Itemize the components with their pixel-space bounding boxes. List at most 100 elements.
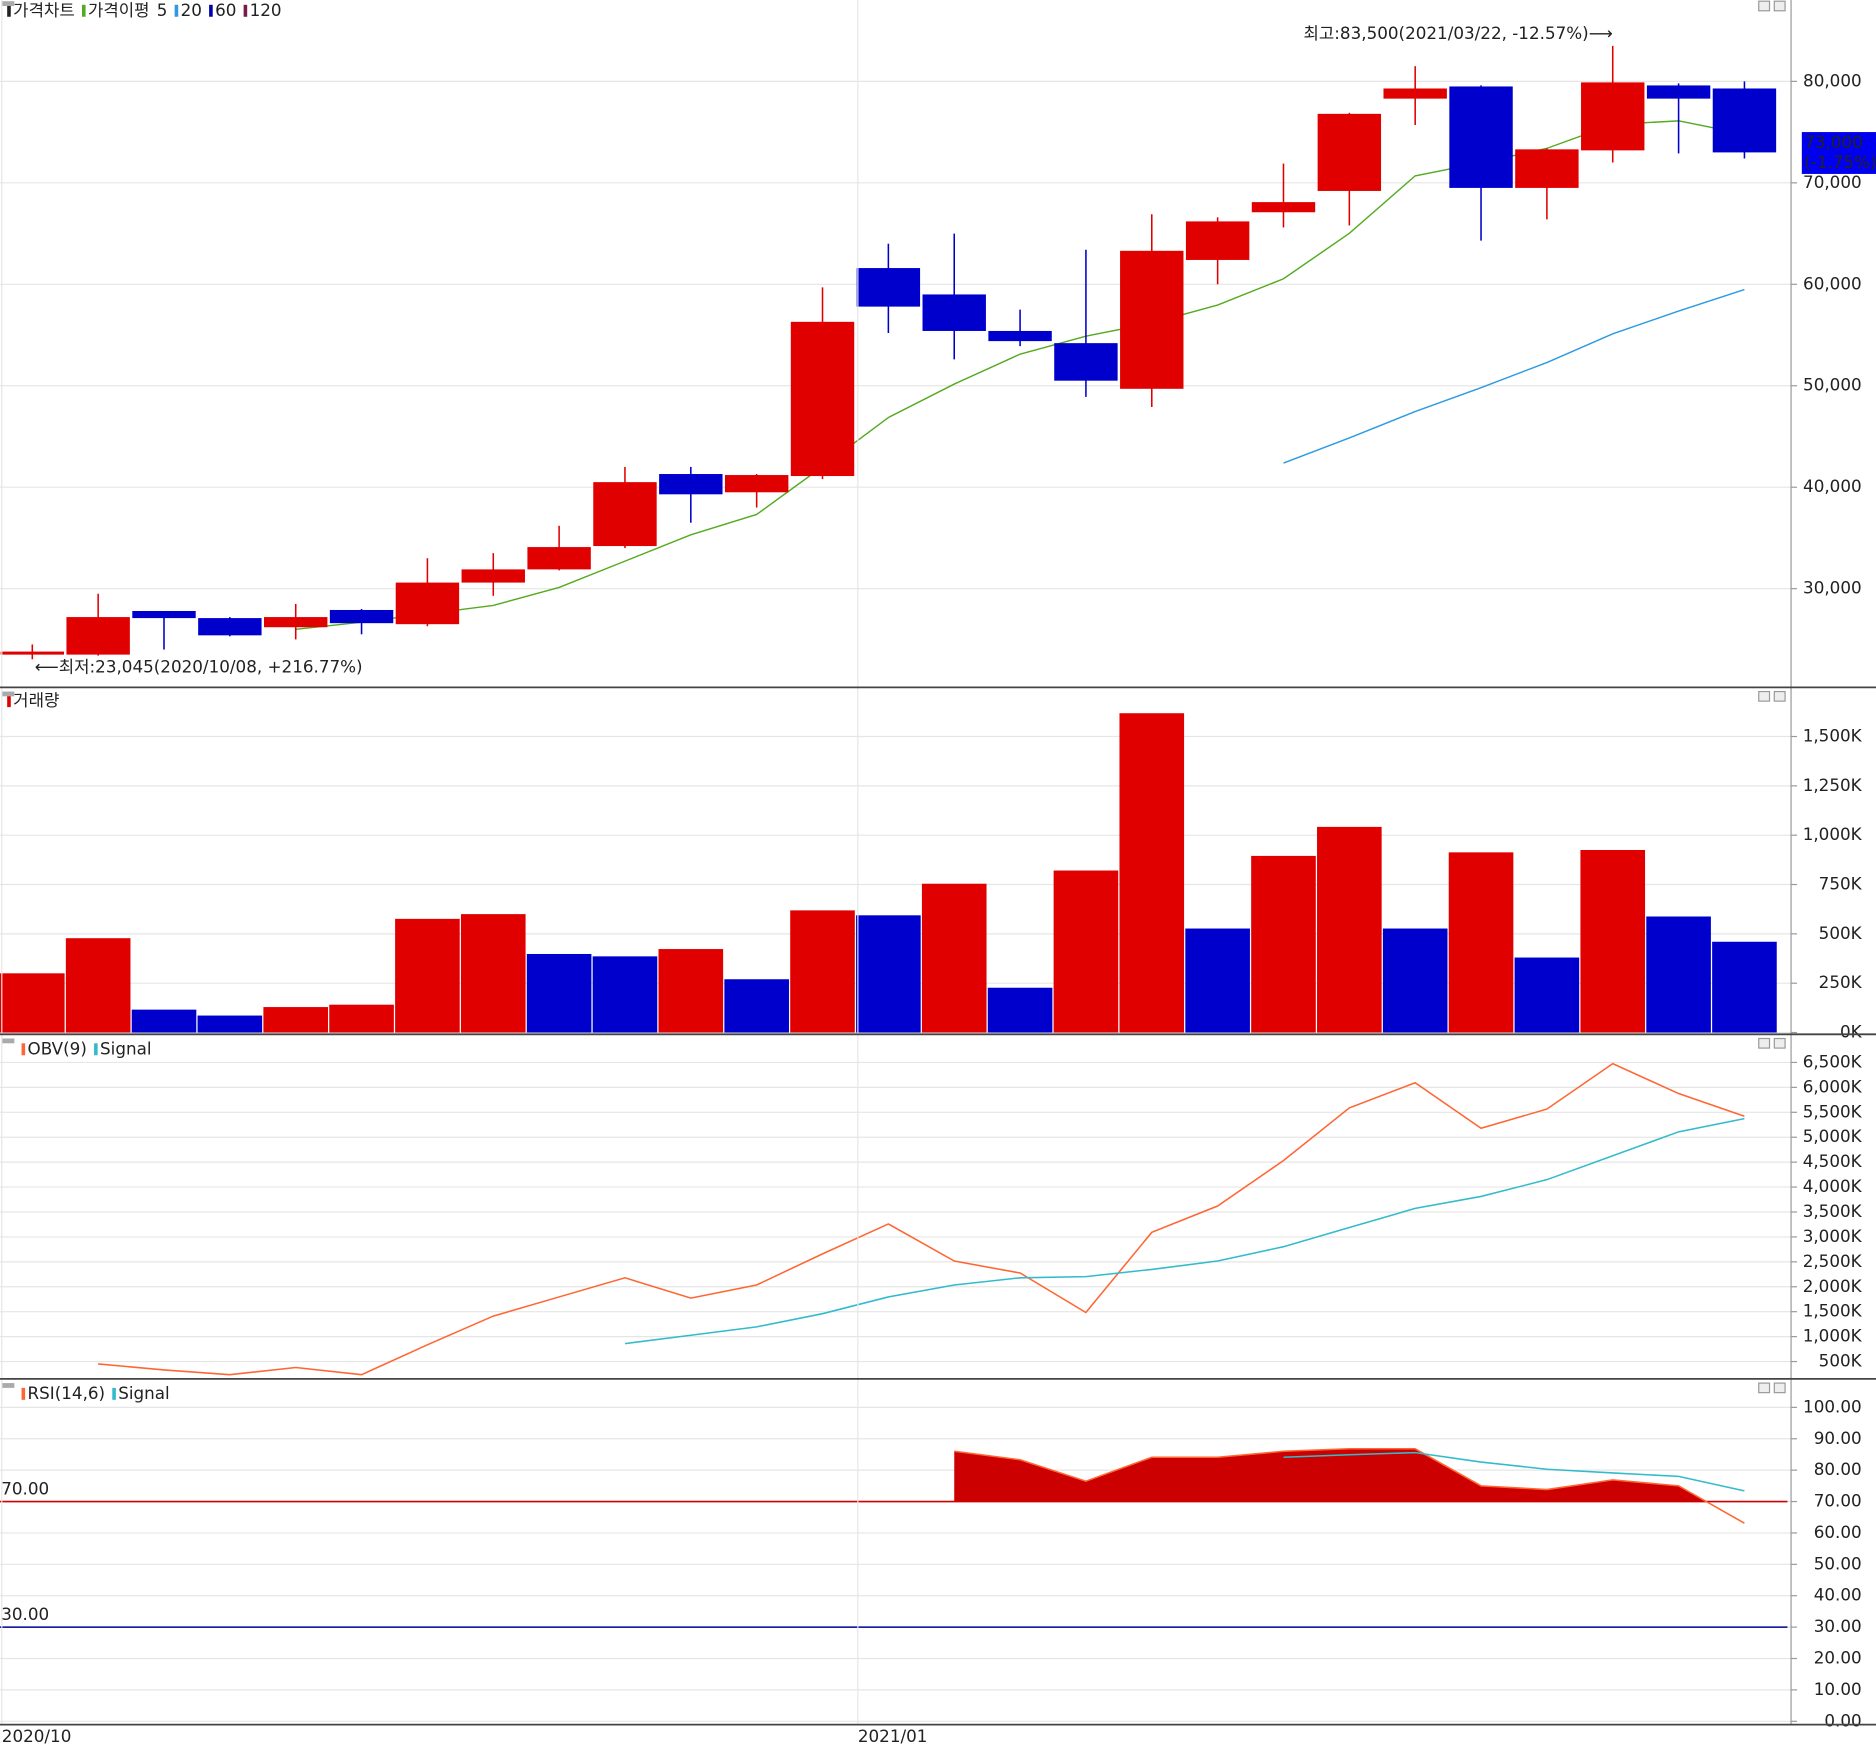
legend-marker <box>174 4 179 17</box>
y-tick-label: 2,000K <box>1803 1276 1863 1296</box>
y-tick-label: 70.00 <box>1814 1491 1862 1511</box>
volume-bar <box>526 953 592 1033</box>
legend-label: RSI(14,6) <box>28 1383 106 1403</box>
y-tick-label: 6,500K <box>1803 1051 1863 1071</box>
panel-minimize[interactable] <box>1758 0 1771 12</box>
last-price-label: 73,000 <box>1804 132 1863 152</box>
volume-bar <box>1580 849 1646 1033</box>
legend-label: 가격이평 <box>88 0 150 20</box>
candle-body <box>66 617 130 655</box>
y-tick-label: 100.00 <box>1803 1396 1862 1416</box>
legend-marker <box>7 695 11 708</box>
y-tick-label: 40.00 <box>1814 1585 1862 1605</box>
panel-minimize[interactable] <box>1758 690 1771 702</box>
legend-marker <box>94 1043 98 1056</box>
volume-bar <box>1251 855 1316 1033</box>
candle-body <box>988 330 1052 342</box>
y-tick-label: 80,000 <box>1803 70 1862 90</box>
panel-close[interactable] <box>1773 1037 1786 1049</box>
legend-marker <box>21 1043 26 1056</box>
panel-minimize[interactable] <box>1758 1037 1771 1049</box>
candle-body <box>461 569 525 583</box>
volume-bar <box>658 949 724 1033</box>
panel-handle <box>2 1 15 6</box>
panel-close[interactable] <box>1773 0 1786 12</box>
last-change-label: (-1.75%) <box>1804 152 1876 172</box>
indicator-line <box>624 1117 1745 1345</box>
panel-handle <box>2 1383 15 1388</box>
candle-body <box>790 321 855 477</box>
volume-bar <box>1382 928 1448 1033</box>
candle-body <box>527 547 591 570</box>
y-tick-label: 0.00 <box>1824 1710 1861 1730</box>
y-tick-label: 30.00 <box>1814 1616 1862 1636</box>
volume-bar <box>131 1009 197 1033</box>
legend-label: 60 <box>215 0 236 20</box>
y-tick-label: 1,500K <box>1803 1301 1863 1321</box>
legend-label: 20 <box>181 0 202 20</box>
candle-body <box>856 268 921 307</box>
y-tick-label: 90.00 <box>1814 1428 1862 1448</box>
candle-body <box>922 294 986 331</box>
candle-body <box>1383 88 1447 99</box>
volume-bar <box>592 956 658 1033</box>
max-annotation: 최고:83,500(2021/03/22, -12.57%)⟶ <box>1303 23 1612 43</box>
reference-label: 30.00 <box>1 1604 49 1624</box>
candle-body <box>1581 82 1645 151</box>
legend-label: Signal <box>100 1038 151 1058</box>
y-tick-label: 3,500K <box>1803 1201 1863 1221</box>
y-tick-label: 5,000K <box>1803 1126 1863 1146</box>
panel-handle <box>2 1038 15 1044</box>
volume-bar <box>65 938 131 1033</box>
volume-bar <box>0 973 65 1033</box>
volume-bar <box>987 987 1053 1033</box>
volume-bar <box>197 1015 263 1033</box>
y-tick-label: 250K <box>1819 972 1863 992</box>
volume-bar <box>1712 941 1777 1033</box>
y-tick-label: 60.00 <box>1814 1522 1862 1542</box>
moving-average <box>1283 288 1745 464</box>
volume-bar <box>856 915 921 1033</box>
candle-body <box>593 482 657 547</box>
panel-close[interactable] <box>1773 690 1786 702</box>
indicator-line <box>98 1062 1745 1376</box>
y-tick-label: 10.00 <box>1814 1679 1862 1699</box>
volume-bar <box>1448 852 1514 1033</box>
indicator-line <box>1283 1451 1745 1492</box>
y-tick-label: 1,000K <box>1803 1326 1863 1346</box>
candle-body <box>198 618 262 636</box>
legend-marker <box>112 1387 116 1400</box>
volume-bar <box>395 918 460 1033</box>
y-tick-label: 20.00 <box>1814 1648 1862 1668</box>
candle-body <box>132 610 196 619</box>
candle-body <box>1646 85 1711 99</box>
candle-body <box>659 474 723 495</box>
y-tick-label: 3,000K <box>1803 1226 1863 1246</box>
panel-close[interactable] <box>1773 1382 1786 1394</box>
candle-body <box>724 475 789 493</box>
candle-body <box>1317 113 1382 191</box>
volume-bar <box>1514 957 1580 1033</box>
volume-bar <box>921 883 987 1033</box>
volume-bar <box>1119 713 1185 1033</box>
y-tick-label: 500K <box>1819 1351 1863 1371</box>
candle-body <box>1054 343 1118 381</box>
candle-body <box>0 651 65 655</box>
panel-minimize[interactable] <box>1758 1382 1771 1394</box>
x-tick-label: 2020/10 <box>2 1726 72 1746</box>
y-tick-label: 2,500K <box>1803 1251 1863 1271</box>
legend-label: 5 <box>157 0 168 20</box>
last-price-box <box>1801 132 1876 174</box>
legend-marker <box>7 4 11 17</box>
volume-bar <box>460 914 526 1033</box>
y-tick-label: 60,000 <box>1803 273 1862 293</box>
candle-body <box>1449 86 1513 188</box>
x-tick-label: 2021/01 <box>858 1726 928 1746</box>
legend-label: 가격차트 <box>13 0 75 20</box>
y-tick-label: 50.00 <box>1814 1553 1862 1573</box>
legend-label: Signal <box>118 1383 169 1403</box>
legend-marker <box>81 4 86 17</box>
